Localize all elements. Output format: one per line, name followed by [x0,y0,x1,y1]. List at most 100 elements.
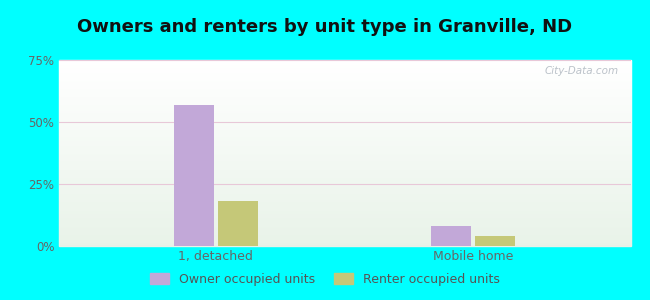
Bar [58,200,630,201]
Bar [58,173,630,174]
Bar [58,168,630,169]
Bar [58,137,630,138]
Bar [58,180,630,181]
Bar [58,150,630,151]
Bar [58,235,630,236]
Bar [58,143,630,144]
Bar [58,136,630,137]
Bar [58,149,630,150]
Bar [58,126,630,127]
Text: Owners and renters by unit type in Granville, ND: Owners and renters by unit type in Granv… [77,18,573,36]
Bar [58,81,630,82]
Bar [58,67,630,68]
Bar [58,193,630,194]
Bar [58,115,630,116]
Bar [58,114,630,115]
Bar [58,161,630,162]
Bar [58,234,630,235]
Bar [58,140,630,141]
Bar [58,66,630,67]
Bar [58,220,630,221]
Bar [58,100,630,101]
Bar [58,216,630,217]
Bar [58,221,630,222]
Bar [58,118,630,119]
Bar [58,107,630,108]
Bar [58,164,630,165]
Bar [58,176,630,177]
Bar [58,138,630,139]
Bar [58,185,630,187]
Bar [58,63,630,64]
Bar [58,123,630,124]
Bar [58,227,630,228]
Bar [58,222,630,223]
Bar [58,188,630,189]
Bar [58,171,630,172]
Bar [58,209,630,210]
Bar [58,236,630,237]
Bar [58,116,630,117]
Bar [58,109,630,110]
Bar [58,210,630,211]
Bar [58,133,630,134]
Bar [58,148,630,149]
Bar [58,92,630,94]
Bar [58,68,630,69]
Bar [58,75,630,76]
Bar [58,212,630,214]
Bar [58,112,630,113]
Bar [58,76,630,77]
Bar [58,224,630,225]
Bar [475,236,515,246]
Bar [58,77,630,78]
Bar [58,179,630,180]
Bar [58,174,630,175]
Bar [58,175,630,176]
Bar [58,102,630,103]
Bar [58,73,630,74]
Bar [58,165,630,166]
Bar [58,70,630,71]
Bar [58,142,630,143]
Bar [58,108,630,109]
Legend: Owner occupied units, Renter occupied units: Owner occupied units, Renter occupied un… [146,268,504,291]
Bar [58,183,630,184]
Bar [58,145,630,146]
Bar [58,181,630,182]
Bar [58,101,630,102]
Bar [58,134,630,135]
Bar [58,94,630,95]
Bar [58,144,630,145]
Bar [58,233,630,234]
Bar [58,166,630,167]
Bar [58,172,630,173]
Bar [58,211,630,212]
Bar [58,201,630,202]
Bar [58,232,630,233]
Bar [58,72,630,73]
Bar [58,206,630,207]
Bar [58,226,630,227]
Bar [58,79,630,80]
Bar [58,157,630,158]
Bar [58,199,630,200]
Bar [58,215,630,216]
Bar [58,177,630,178]
Bar [58,191,630,192]
Bar [58,241,630,242]
Bar [58,99,630,100]
Bar [58,153,630,154]
Bar [58,80,630,81]
Bar [58,160,630,161]
Bar [58,105,630,106]
Bar [58,125,630,126]
Bar [58,189,630,190]
Bar [58,194,630,195]
Bar [58,231,630,232]
Bar [58,198,630,199]
Bar [58,184,630,185]
Bar [58,155,630,156]
Bar [58,122,630,123]
Bar [58,113,630,114]
